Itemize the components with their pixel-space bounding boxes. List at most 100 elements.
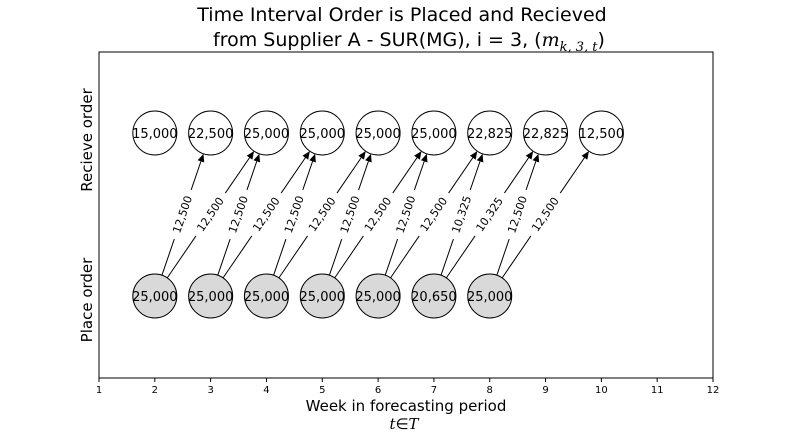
edge-arrow <box>504 151 534 194</box>
edge-label: 10,325 <box>473 195 505 234</box>
edge-arrow <box>413 153 428 191</box>
y-label-place: Place order <box>78 257 96 342</box>
place-node-circle <box>411 273 457 319</box>
x-tick-label: 11 <box>651 385 664 396</box>
edge-arrow <box>559 151 589 194</box>
plot-area <box>98 51 714 379</box>
edge-arrow <box>280 151 310 194</box>
x-tick-label: 2 <box>152 385 158 396</box>
edge-arrow <box>246 153 261 191</box>
place-node-label: 25,000 <box>244 290 290 305</box>
x-tick-label: 9 <box>542 385 548 396</box>
chart-title-suffix: ) <box>598 29 605 51</box>
edge-line <box>161 238 175 276</box>
receive-node-label: 25,000 <box>300 127 346 142</box>
receive-node-label: 25,000 <box>355 127 401 142</box>
chart-title-prefix: from Supplier A - SUR(MG), i = 3, ( <box>213 29 542 51</box>
receive-node-circle <box>411 110 457 156</box>
edge-arrow <box>525 153 540 191</box>
place-node-label: 25,000 <box>355 290 401 305</box>
place-node-circle <box>299 273 345 319</box>
place-node-circle <box>188 273 234 319</box>
place-node-circle <box>243 273 289 319</box>
place-node-circle <box>132 273 178 319</box>
receive-node-label: 22,825 <box>467 127 513 142</box>
receive-node-label: 22,500 <box>188 127 234 142</box>
edge-line <box>222 235 253 279</box>
place-node-label: 25,000 <box>132 290 178 305</box>
edge-line <box>440 238 454 276</box>
x-axis-math-label: t∈T <box>389 415 419 432</box>
edge-line <box>384 238 399 276</box>
edge-arrow <box>358 153 372 191</box>
edge-line <box>328 238 343 276</box>
edge-line <box>278 235 308 279</box>
place-node-circle <box>467 273 513 319</box>
place-node-label: 25,000 <box>300 290 346 305</box>
chart-title-line1: Time Interval Order is Placed and Reciev… <box>196 4 606 26</box>
x-tick-label: 3 <box>207 385 213 396</box>
x-tick-label: 1 <box>96 385 102 396</box>
x-tick-label: 4 <box>263 385 269 396</box>
y-label-receive: Recieve order <box>78 87 96 191</box>
receive-node-circle <box>243 110 289 156</box>
x-axis-math-in: ∈ <box>395 415 408 432</box>
place-node-label: 20,650 <box>411 290 457 305</box>
edge-label: 12,500 <box>226 194 251 235</box>
edge-label: 12,500 <box>529 195 561 234</box>
receive-node-circle <box>523 110 569 156</box>
edge-label: 12,500 <box>362 195 394 234</box>
edge-labels-layer: 12,500 12,500 12,500 12,500 12,500 12,500 12,5… <box>170 194 561 235</box>
edges-layer <box>161 151 589 279</box>
x-tick-label: 10 <box>595 385 608 396</box>
receive-node-label: 12,500 <box>579 127 625 142</box>
edge-line <box>273 238 287 276</box>
x-tick-label: 5 <box>319 385 325 396</box>
receive-node-circle <box>355 110 401 156</box>
edge-label: 12,500 <box>170 194 195 235</box>
edge-arrow <box>448 151 478 194</box>
receive-node-circle <box>188 110 234 156</box>
chart-title-math-subscript: k, 3, t <box>560 40 599 55</box>
chart-title-math-m: m <box>542 29 560 51</box>
chart-title-line2: from Supplier A - SUR(MG), i = 3, (mk, 3… <box>213 29 605 55</box>
edge-arrow <box>469 153 484 191</box>
x-axis-math-set: T <box>409 415 420 432</box>
receive-node-label: 25,000 <box>411 127 457 142</box>
receive-node-circle <box>578 110 624 156</box>
edge-arrow <box>190 153 205 191</box>
edge-line <box>217 238 231 276</box>
x-tick-label: 8 <box>487 385 493 396</box>
edge-label: 12,500 <box>306 195 338 234</box>
edge-line <box>496 238 510 276</box>
nodes-layer: 15,000 22,500 25,000 25,000 25,000 25,000 22,8… <box>132 110 625 319</box>
x-axis-label: Week in forecasting period <box>306 397 507 415</box>
x-tick-label: 6 <box>375 385 381 396</box>
receive-node-circle <box>132 110 178 156</box>
receive-node-circle <box>467 110 513 156</box>
edge-label: 12,500 <box>505 194 530 235</box>
edge-line <box>166 235 197 279</box>
receive-node-circle <box>299 110 345 156</box>
edge-line <box>334 235 364 279</box>
receive-node-label: 15,000 <box>132 127 178 142</box>
receive-node-label: 25,000 <box>244 127 290 142</box>
edge-line <box>390 235 420 279</box>
edge-label: 12,500 <box>338 194 363 235</box>
edge-line <box>445 235 476 279</box>
edge-arrow <box>392 151 422 194</box>
x-tick-label: 7 <box>431 385 437 396</box>
place-node-label: 25,000 <box>467 290 513 305</box>
edge-label: 12,500 <box>250 195 282 234</box>
edge-label: 10,325 <box>449 194 474 235</box>
edge-label: 12,500 <box>282 194 307 235</box>
edge-label: 12,500 <box>418 195 450 234</box>
edge-label: 12,500 <box>394 194 419 235</box>
edge-arrow <box>336 151 366 194</box>
edge-line <box>501 235 532 279</box>
edge-arrow <box>302 153 316 191</box>
x-tick-label: 12 <box>707 385 720 396</box>
edge-label: 12,500 <box>194 195 226 234</box>
edge-arrow <box>224 151 255 194</box>
